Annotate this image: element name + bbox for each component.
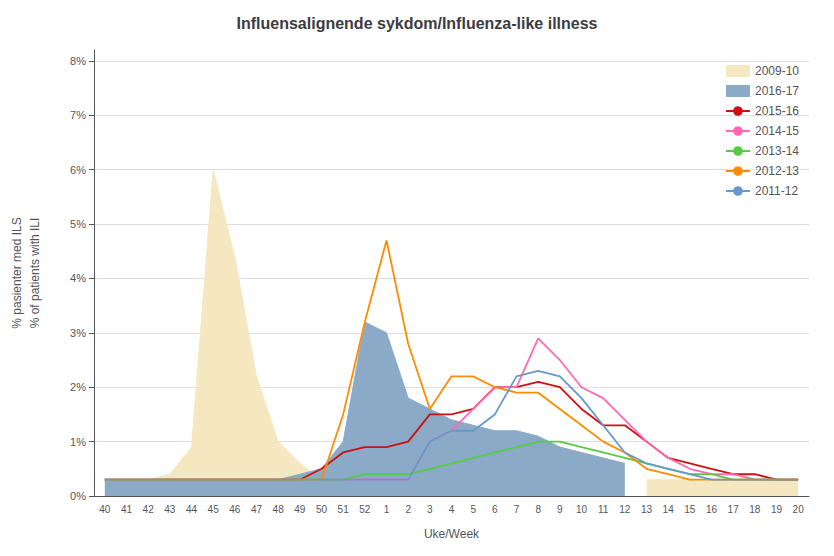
svg-text:14: 14 <box>663 504 675 515</box>
svg-text:49: 49 <box>294 504 306 515</box>
svg-text:7: 7 <box>514 504 520 515</box>
svg-text:2016-17: 2016-17 <box>755 84 799 98</box>
svg-text:40: 40 <box>99 504 111 515</box>
svg-text:6%: 6% <box>70 164 86 176</box>
svg-text:2011-12: 2011-12 <box>755 184 798 198</box>
svg-text:44: 44 <box>186 504 198 515</box>
svg-text:46: 46 <box>229 504 241 515</box>
svg-text:19: 19 <box>771 504 783 515</box>
svg-text:3: 3 <box>427 504 433 515</box>
svg-text:2: 2 <box>405 504 411 515</box>
svg-text:13: 13 <box>641 504 653 515</box>
svg-text:7%: 7% <box>70 109 86 121</box>
svg-text:2009-10: 2009-10 <box>755 64 799 78</box>
svg-text:0%: 0% <box>70 490 86 502</box>
svg-text:15: 15 <box>684 504 696 515</box>
svg-text:20: 20 <box>793 504 805 515</box>
svg-text:51: 51 <box>338 504 350 515</box>
svg-text:50: 50 <box>316 504 328 515</box>
svg-text:2012-13: 2012-13 <box>755 164 799 178</box>
svg-text:5%: 5% <box>70 218 86 230</box>
svg-text:47: 47 <box>251 504 263 515</box>
svg-text:8: 8 <box>535 504 541 515</box>
svg-text:2014-15: 2014-15 <box>755 124 799 138</box>
svg-text:6: 6 <box>492 504 498 515</box>
svg-text:52: 52 <box>359 504 371 515</box>
svg-text:2015-16: 2015-16 <box>755 104 799 118</box>
svg-text:1%: 1% <box>70 436 86 448</box>
svg-text:45: 45 <box>208 504 220 515</box>
svg-text:2013-14: 2013-14 <box>755 144 799 158</box>
svg-text:4: 4 <box>449 504 455 515</box>
svg-text:Influensalignende sykdom/Influ: Influensalignende sykdom/Influenza-like … <box>237 15 598 32</box>
svg-text:5: 5 <box>470 504 476 515</box>
svg-text:3%: 3% <box>70 327 86 339</box>
svg-text:10: 10 <box>576 504 588 515</box>
svg-text:9: 9 <box>557 504 563 515</box>
svg-text:12: 12 <box>619 504 631 515</box>
svg-text:43: 43 <box>164 504 176 515</box>
svg-text:Uke/Week: Uke/Week <box>424 527 480 541</box>
svg-text:2%: 2% <box>70 381 86 393</box>
svg-text:17: 17 <box>728 504 740 515</box>
svg-text:8%: 8% <box>70 55 86 67</box>
svg-text:% pasienter med ILS: % pasienter med ILS <box>10 217 24 328</box>
svg-text:16: 16 <box>706 504 718 515</box>
svg-text:11: 11 <box>598 504 609 515</box>
svg-text:48: 48 <box>273 504 285 515</box>
svg-text:1: 1 <box>384 504 390 515</box>
svg-text:42: 42 <box>143 504 155 515</box>
svg-text:41: 41 <box>121 504 133 515</box>
svg-text:% of patients with ILI: % of patients with ILI <box>28 218 42 329</box>
svg-text:18: 18 <box>749 504 761 515</box>
svg-text:4%: 4% <box>70 272 86 284</box>
